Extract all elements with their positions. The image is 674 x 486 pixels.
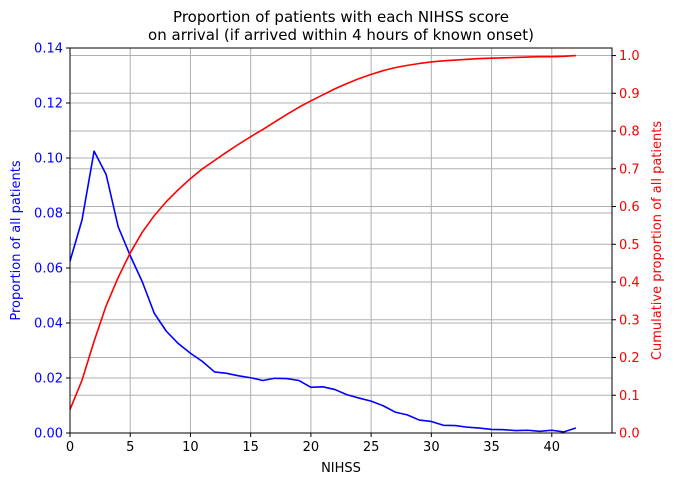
y-left-tick-label: 0.06 (34, 262, 63, 277)
data-series (69, 54, 577, 433)
y-axis-left-label: Proportion of all patients (9, 160, 24, 320)
gridlines (69, 47, 612, 434)
y-left-tick-label: 0.02 (34, 372, 63, 387)
tick-marks: 0 5 10 15 20 25 30 35 400.000.020.040.060.080.10… (34, 42, 640, 456)
y-right-tick-label: 0.9 (619, 87, 640, 102)
x-tick-label: 20 (303, 440, 320, 455)
y-right-tick-label: 0.5 (619, 238, 640, 253)
x-tick-label: 25 (363, 440, 380, 455)
y-right-tick-label: 0.3 (619, 313, 640, 328)
y-right-tick-label: 0.7 (619, 162, 640, 177)
y-right-tick-label: 0.6 (619, 200, 640, 215)
y-axis-right-label: Cumulative proportion of all patients (650, 121, 665, 360)
y-left-tick-label: 0.12 (34, 97, 63, 112)
plot-frame (69, 47, 613, 434)
x-tick-label: 35 (483, 440, 500, 455)
x-tick-label: 5 (126, 440, 134, 455)
x-tick-label: 40 (544, 440, 561, 455)
y-right-tick-label: 0.1 (619, 389, 640, 404)
x-tick-label: 30 (423, 440, 440, 455)
x-axis-label: NIHSS (321, 461, 361, 476)
cumulative-proportion-line (69, 54, 576, 410)
y-right-tick-label: 0.4 (619, 276, 640, 291)
y-left-tick-label: 0.14 (34, 42, 63, 57)
chart-title-line2: on arrival (if arrived within 4 hours of… (148, 26, 534, 44)
y-right-tick-label: 0.8 (619, 125, 640, 140)
y-left-tick-label: 0.08 (34, 207, 63, 222)
x-tick-label: 10 (182, 440, 199, 455)
y-left-tick-label: 0.00 (34, 427, 63, 442)
y-left-tick-label: 0.10 (34, 152, 63, 167)
x-tick-label: 0 (66, 440, 74, 455)
chart-title-line1: Proportion of patients with each NIHSS s… (173, 8, 509, 26)
y-right-tick-label: 0.2 (619, 351, 640, 366)
x-tick-label: 15 (242, 440, 259, 455)
proportion-line (69, 150, 577, 433)
y-right-tick-label: 0.0 (619, 427, 640, 442)
y-right-tick-label: 1.0 (619, 49, 640, 64)
y-left-tick-label: 0.04 (34, 317, 63, 332)
